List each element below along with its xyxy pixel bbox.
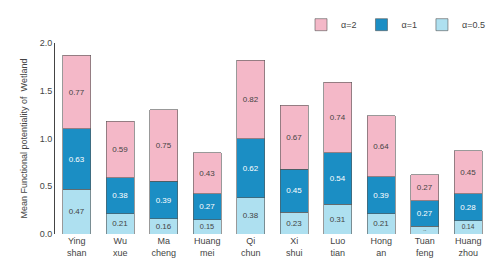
svg-text:0.0: 0.0 [40,229,53,239]
svg-text:Hongan: Hongan [370,236,392,258]
svg-text:0.21: 0.21 [112,219,128,228]
svg-text:2.0: 2.0 [40,38,53,48]
svg-text:0.14: 0.14 [462,223,475,230]
svg-text:α=1: α=1 [401,20,416,30]
svg-text:0.39: 0.39 [373,191,389,200]
svg-text:0.54: 0.54 [330,174,346,183]
svg-text:α=2: α=2 [341,20,356,30]
svg-text:0.45: 0.45 [460,168,476,177]
svg-text:0.45: 0.45 [286,186,302,195]
svg-text:0.39: 0.39 [156,196,172,205]
svg-text:0.27: 0.27 [199,202,215,211]
svg-text:0.75: 0.75 [156,141,172,150]
svg-text:Yingshan: Yingshan [67,236,87,258]
svg-text:0.27: 0.27 [417,183,433,192]
svg-text:Macheng: Macheng [151,236,176,258]
svg-text:0.21: 0.21 [373,219,389,228]
svg-text:0.64: 0.64 [373,142,389,151]
svg-text:0.82: 0.82 [243,95,259,104]
svg-text:1.5: 1.5 [40,86,53,96]
svg-text:Xishui: Xishui [286,236,303,258]
svg-text:Luotian: Luotian [330,236,345,258]
svg-text:0.5: 0.5 [40,181,53,191]
svg-text:0.59: 0.59 [112,145,128,154]
svg-text:Huangzhou: Huangzhou [455,236,482,258]
svg-text:0.43: 0.43 [199,169,215,178]
svg-text:Huangmei: Huangmei [194,236,221,258]
svg-text:0.23: 0.23 [286,219,302,228]
svg-text:Tuanfeng: Tuanfeng [415,236,435,258]
svg-text:0.08: 0.08 [423,230,426,231]
svg-text:0.27: 0.27 [417,209,433,218]
svg-text:Wuxue: Wuxue [113,236,128,258]
svg-text:0.77: 0.77 [69,88,85,97]
svg-text:0.63: 0.63 [69,155,85,164]
svg-text:Qichun: Qichun [241,236,261,258]
svg-text:1.0: 1.0 [40,134,53,144]
svg-text:0.38: 0.38 [112,191,128,200]
svg-text:0.31: 0.31 [330,215,346,224]
svg-text:Mean Functional potentiality o: Mean Functional potentiality of Wetland [19,59,29,219]
svg-text:0.74: 0.74 [330,113,346,122]
svg-text:0.15: 0.15 [200,222,214,231]
svg-text:0.67: 0.67 [286,133,302,142]
svg-text:0.28: 0.28 [460,203,476,212]
svg-text:0.16: 0.16 [156,222,172,231]
svg-text:0.47: 0.47 [69,207,85,216]
svg-text:α=0.5: α=0.5 [462,20,485,30]
svg-text:0.62: 0.62 [243,164,259,173]
svg-text:0.38: 0.38 [243,211,259,220]
